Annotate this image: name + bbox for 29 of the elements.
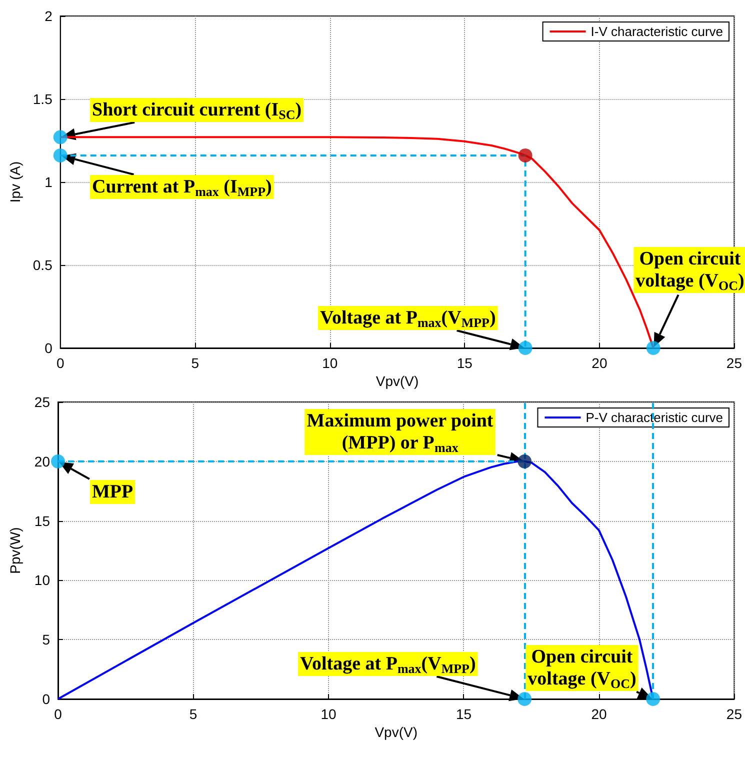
legend-label: P-V characteristic curve xyxy=(586,410,724,425)
y-tick-label: 0 xyxy=(42,691,50,707)
y-tick-label: 10 xyxy=(34,572,50,588)
x-tick-label: 5 xyxy=(189,706,198,722)
y-tick-label: 20 xyxy=(34,453,50,470)
x-tick-label: 15 xyxy=(456,355,473,371)
y-axis-title: Ipv (A) xyxy=(7,161,23,203)
y-tick-label: 0 xyxy=(44,340,53,356)
x-tick-label: 10 xyxy=(320,706,336,722)
x-axis-title: Vpv(V) xyxy=(376,373,419,389)
y-tick-label: 0.5 xyxy=(32,257,53,273)
y-tick-label: 5 xyxy=(42,632,50,648)
x-axis-title: Vpv(V) xyxy=(374,724,418,740)
x-tick-label: 20 xyxy=(591,706,607,722)
legend-label: I-V characteristic curve xyxy=(590,24,723,39)
annotation: MPP xyxy=(92,482,134,502)
x-tick-label: 20 xyxy=(592,355,608,371)
y-tick-label: 1 xyxy=(44,174,53,190)
y-tick-label: 1.5 xyxy=(32,91,53,107)
x-tick-label: 0 xyxy=(56,355,64,371)
y-tick-label: 2 xyxy=(44,8,53,24)
x-tick-label: 5 xyxy=(191,355,200,371)
y-axis-title: Ppv(W) xyxy=(7,527,23,574)
x-tick-label: 25 xyxy=(726,355,742,371)
x-tick-label: 10 xyxy=(322,355,338,371)
x-tick-label: 15 xyxy=(456,706,472,722)
x-tick-label: 25 xyxy=(726,706,742,722)
y-tick-label: 15 xyxy=(34,512,50,529)
y-tick-label: 25 xyxy=(34,394,50,410)
